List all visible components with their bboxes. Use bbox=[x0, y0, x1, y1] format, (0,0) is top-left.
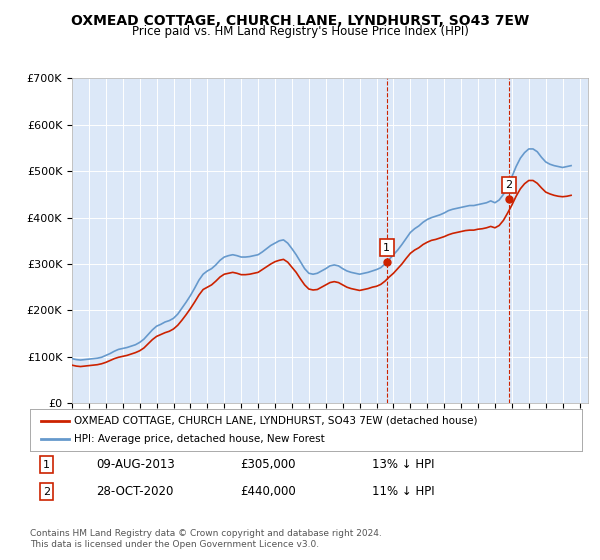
Text: HPI: Average price, detached house, New Forest: HPI: Average price, detached house, New … bbox=[74, 434, 325, 444]
Text: Contains HM Land Registry data © Crown copyright and database right 2024.
This d: Contains HM Land Registry data © Crown c… bbox=[30, 529, 382, 549]
Text: 2: 2 bbox=[43, 487, 50, 497]
Text: 09-AUG-2013: 09-AUG-2013 bbox=[96, 458, 175, 471]
Text: 1: 1 bbox=[43, 460, 50, 470]
Text: Price paid vs. HM Land Registry's House Price Index (HPI): Price paid vs. HM Land Registry's House … bbox=[131, 25, 469, 38]
Text: 2: 2 bbox=[505, 180, 512, 190]
Text: £305,000: £305,000 bbox=[240, 458, 295, 471]
Text: 1: 1 bbox=[383, 243, 390, 253]
Text: 11% ↓ HPI: 11% ↓ HPI bbox=[372, 486, 435, 498]
Text: 13% ↓ HPI: 13% ↓ HPI bbox=[372, 458, 435, 471]
Text: OXMEAD COTTAGE, CHURCH LANE, LYNDHURST, SO43 7EW (detached house): OXMEAD COTTAGE, CHURCH LANE, LYNDHURST, … bbox=[74, 416, 478, 426]
Text: £440,000: £440,000 bbox=[240, 486, 296, 498]
Text: OXMEAD COTTAGE, CHURCH LANE, LYNDHURST, SO43 7EW: OXMEAD COTTAGE, CHURCH LANE, LYNDHURST, … bbox=[71, 14, 529, 28]
Text: 28-OCT-2020: 28-OCT-2020 bbox=[96, 486, 173, 498]
